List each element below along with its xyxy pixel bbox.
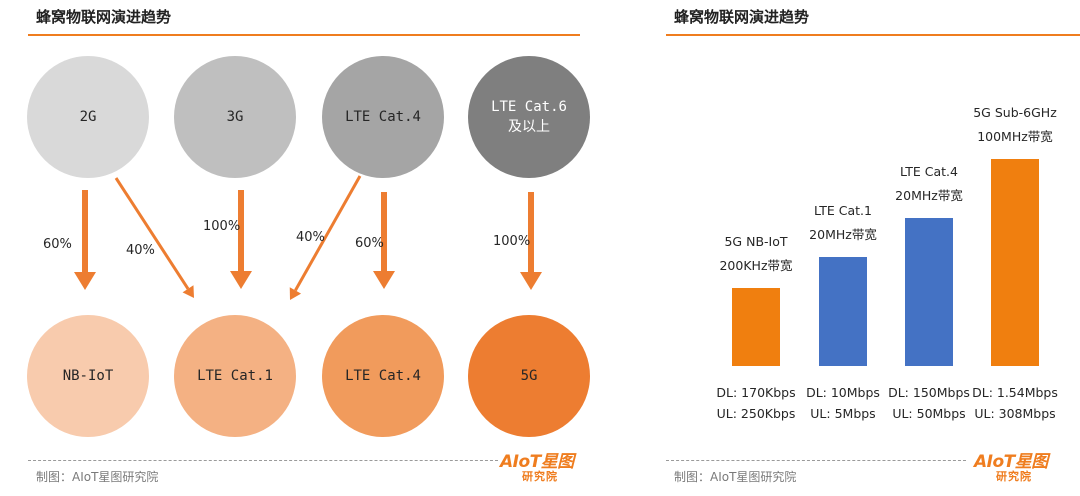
logo-subtitle: 研究院 <box>522 470 558 483</box>
node-nb-iot: NB-IoT <box>27 315 149 437</box>
arrow-2g-to-nbiot <box>74 190 96 290</box>
speed-label-5g-sub6: DL: 1.54Mbps UL: 308Mbps <box>972 385 1058 421</box>
transition-arrows <box>74 175 542 300</box>
percent-label-cat4-cat1: 40% <box>296 230 325 245</box>
credit-text: 制图：AIoT星图研究院 <box>36 470 159 484</box>
node-2g: 2G <box>27 56 149 178</box>
panel-title: 蜂窝物联网演进趋势 <box>674 8 810 26</box>
node-lte-cat6-plus: LTE Cat.6 及以上 <box>468 56 590 178</box>
logo-mark: AIoT星图 <box>974 452 1048 472</box>
node-3g: 3G <box>174 56 296 178</box>
logo-mark: AIoT星图 <box>500 452 574 472</box>
panel-title: 蜂窝物联网演进趋势 <box>36 8 172 26</box>
arrow-3g-to-cat1 <box>230 190 252 289</box>
percent-label-2g-nbiot: 60% <box>43 237 72 252</box>
percent-label-2g-cat1: 40% <box>126 243 155 258</box>
bar-label-lte-cat4: LTE Cat.4 20MHz带宽 <box>895 164 963 203</box>
credit-text: 制图：AIoT星图研究院 <box>674 470 797 484</box>
percent-label-cat6-5g: 100% <box>493 234 531 249</box>
logo-subtitle: 研究院 <box>996 470 1032 483</box>
evolution-diagram-panel: 蜂窝物联网演进趋势 2G 3G LTE Cat.4 LTE Cat.6 及以上 … <box>27 8 590 487</box>
bandwidth-chart-panel: 蜂窝物联网演进趋势 5G NB-IoT 200KHz带宽 LTE Cat.1 20M… <box>660 0 1080 496</box>
speed-label-lte-cat4: DL: 150Mbps UL: 50Mbps <box>888 385 970 421</box>
aiot-logo: AIoT星图 研究院 <box>500 447 580 487</box>
bar-label-lte-cat1: LTE Cat.1 20MHz带宽 <box>809 203 877 242</box>
footer-divider <box>28 460 498 461</box>
aiot-logo: AIoT星图 研究院 <box>974 447 1054 487</box>
bar-label-nb-iot: 5G NB-IoT 200KHz带宽 <box>719 234 793 273</box>
arrow-cat4-to-cat1 <box>289 175 362 300</box>
speed-label-lte-cat1: DL: 10Mbps UL: 5Mbps <box>806 385 880 421</box>
percent-label-cat4-cat4: 60% <box>355 236 384 251</box>
node-lte-cat4-target: LTE Cat.4 <box>322 315 444 437</box>
bar-lte-cat4 <box>905 218 953 366</box>
title-underline <box>666 34 1080 36</box>
node-lte-cat1: LTE Cat.1 <box>174 315 296 437</box>
node-5g: 5G <box>468 315 590 437</box>
title-underline <box>28 34 580 36</box>
bar-label-5g-sub6: 5G Sub-6GHz 100MHz带宽 <box>973 105 1057 144</box>
node-lte-cat4-source: LTE Cat.4 <box>322 56 444 178</box>
percent-label-3g-cat1: 100% <box>203 219 241 234</box>
bar-lte-cat1 <box>819 257 867 366</box>
arrow-cat6-to-5g <box>520 192 542 290</box>
footer-divider <box>666 460 966 461</box>
arrow-cat4-to-cat4 <box>373 192 395 289</box>
arrow-2g-to-cat1 <box>114 177 194 298</box>
bar-5g-sub6 <box>991 159 1039 366</box>
bar-nb-iot <box>732 288 780 366</box>
speed-label-nb-iot: DL: 170Kbps UL: 250Kbps <box>716 385 796 421</box>
